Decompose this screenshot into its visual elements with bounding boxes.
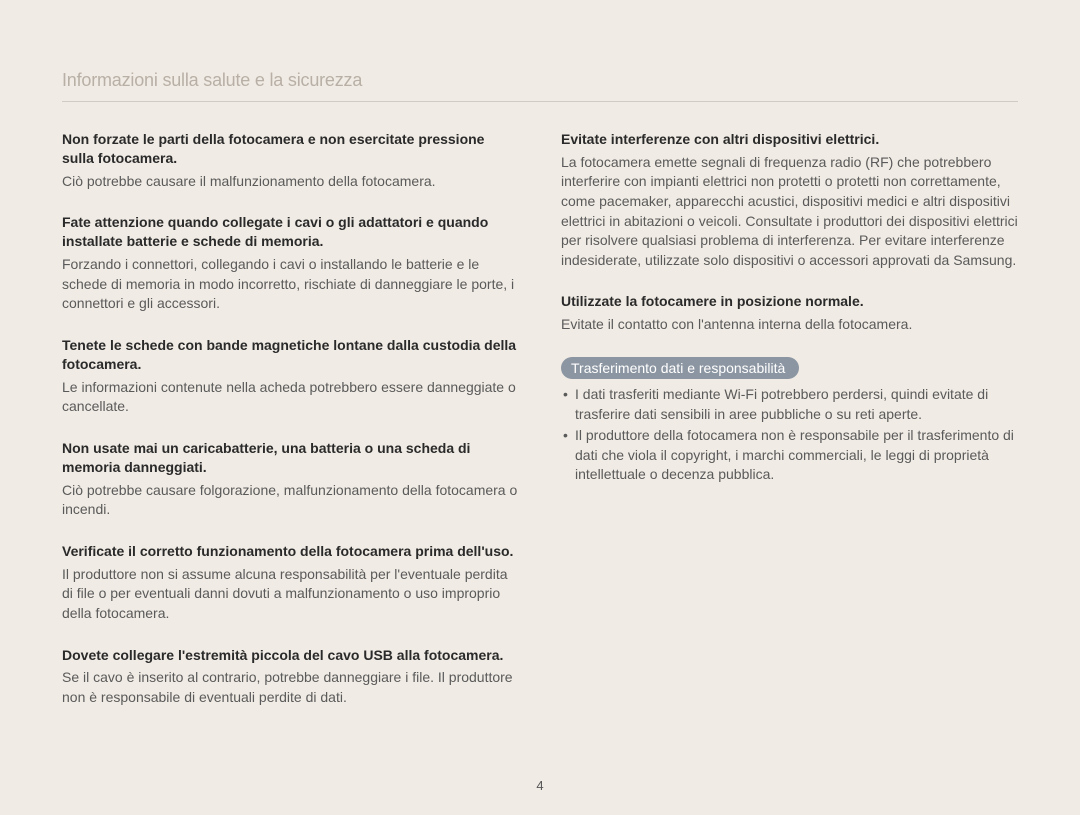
section-heading: Non forzate le parti della fotocamera e … <box>62 130 519 168</box>
section: Utilizzate la fotocamere in posizione no… <box>561 292 1018 334</box>
section: Non forzate le parti della fotocamera e … <box>62 130 519 191</box>
section: Evitate interferenze con altri dispositi… <box>561 130 1018 270</box>
section-body: La fotocamera emette segnali di frequenz… <box>561 153 1018 271</box>
title-divider <box>62 101 1018 102</box>
section: Dovete collegare l'estremità piccola del… <box>62 646 519 708</box>
section: Verificate il corretto funzionamento del… <box>62 542 519 624</box>
section-heading: Evitate interferenze con altri dispositi… <box>561 130 1018 149</box>
bullet-list: I dati trasferiti mediante Wi-Fi potrebb… <box>561 385 1018 485</box>
section-heading: Non usate mai un caricabatterie, una bat… <box>62 439 519 477</box>
section-body: Le informazioni contenute nella acheda p… <box>62 378 519 417</box>
pill-section: Trasferimento dati e responsabilità I da… <box>561 357 1018 485</box>
page-title: Informazioni sulla salute e la sicurezza <box>62 70 1018 91</box>
section: Fate attenzione quando collegate i cavi … <box>62 213 519 314</box>
section: Non usate mai un caricabatterie, una bat… <box>62 439 519 520</box>
section: Tenete le schede con bande magnetiche lo… <box>62 336 519 417</box>
section-heading: Fate attenzione quando collegate i cavi … <box>62 213 519 251</box>
left-column: Non forzate le parti della fotocamera e … <box>62 130 519 730</box>
page-number: 4 <box>0 778 1080 793</box>
content-columns: Non forzate le parti della fotocamera e … <box>62 130 1018 730</box>
section-heading: Tenete le schede con bande magnetiche lo… <box>62 336 519 374</box>
right-column: Evitate interferenze con altri dispositi… <box>561 130 1018 730</box>
section-heading: Verificate il corretto funzionamento del… <box>62 542 519 561</box>
section-body: Evitate il contatto con l'antenna intern… <box>561 315 1018 335</box>
section-body: Ciò potrebbe causare folgorazione, malfu… <box>62 481 519 520</box>
section-body: Forzando i connettori, collegando i cavi… <box>62 255 519 314</box>
list-item: I dati trasferiti mediante Wi-Fi potrebb… <box>561 385 1018 424</box>
section-pill-heading: Trasferimento dati e responsabilità <box>561 357 799 379</box>
section-heading: Utilizzate la fotocamere in posizione no… <box>561 292 1018 311</box>
section-body: Se il cavo è inserito al contrario, potr… <box>62 668 519 707</box>
section-heading: Dovete collegare l'estremità piccola del… <box>62 646 519 665</box>
section-body: Il produttore non si assume alcuna respo… <box>62 565 519 624</box>
list-item: Il produttore della fotocamera non è res… <box>561 426 1018 485</box>
section-body: Ciò potrebbe causare il malfunzionamento… <box>62 172 519 192</box>
